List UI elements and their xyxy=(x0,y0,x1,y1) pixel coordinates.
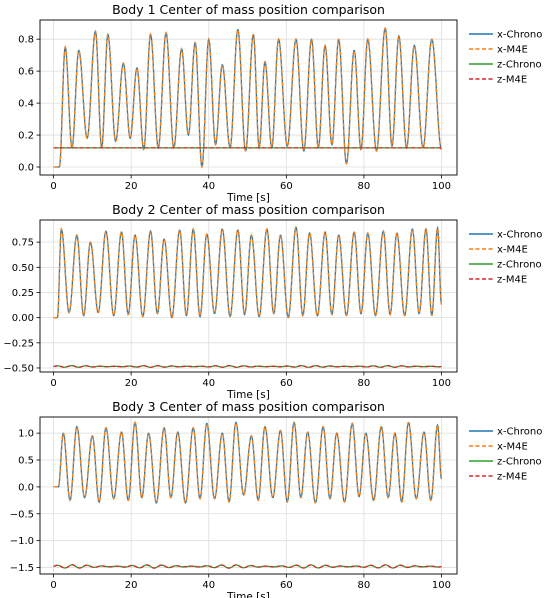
legend-label: z-Chrono xyxy=(497,260,542,271)
axes-frame xyxy=(39,219,458,373)
y-tick-label: 0.25 xyxy=(12,288,34,299)
y-tick-label: 0.2 xyxy=(18,131,34,142)
x-tick-label: 20 xyxy=(125,378,138,389)
legend-label: x-M4E xyxy=(497,45,528,56)
chart-panel-1: Body 1 Center of mass position compariso… xyxy=(18,2,542,204)
legend-label: x-M4E xyxy=(497,245,528,256)
y-tick-label: −1.0 xyxy=(10,536,34,547)
y-tick-label: 0.0 xyxy=(18,163,34,174)
x-tick-label: 20 xyxy=(125,181,138,192)
legend-label: x-Chrono xyxy=(497,230,542,241)
y-tick-label: 0.00 xyxy=(12,313,34,324)
series-line-x-m4e xyxy=(53,27,442,169)
legend-label: x-Chrono xyxy=(497,30,542,41)
x-tick-label: 80 xyxy=(358,181,371,192)
y-tick-label: −0.25 xyxy=(3,338,34,349)
legend-label: z-M4E xyxy=(497,472,527,483)
series-line-x-m4e xyxy=(53,421,443,505)
series-line-x-chrono xyxy=(53,225,443,319)
y-tick-label: 0.4 xyxy=(18,99,34,110)
axes-frame xyxy=(39,416,458,575)
chart-title: Body 2 Center of mass position compariso… xyxy=(112,202,385,217)
x-axis-label: Time [s] xyxy=(226,192,270,204)
x-tick-label: 40 xyxy=(202,378,215,389)
x-tick-label: 60 xyxy=(280,580,293,591)
legend-label: x-M4E xyxy=(497,442,528,453)
chart-panel-2: Body 2 Center of mass position compariso… xyxy=(3,202,542,401)
x-tick-label: 100 xyxy=(432,580,451,591)
x-tick-label: 20 xyxy=(125,580,138,591)
x-tick-label: 60 xyxy=(280,181,293,192)
x-tick-label: 40 xyxy=(202,580,215,591)
y-tick-label: 0.0 xyxy=(18,482,34,493)
legend-label: z-M4E xyxy=(497,275,527,286)
y-tick-label: 0.8 xyxy=(18,35,34,46)
series-line-z-m4e xyxy=(53,365,442,368)
y-tick-label: 0.5 xyxy=(18,456,34,467)
chart-panel-3: Body 3 Center of mass position compariso… xyxy=(10,399,543,598)
series-line-z-m4e xyxy=(53,564,442,569)
y-tick-label: −0.5 xyxy=(10,509,34,520)
x-axis-label: Time [s] xyxy=(226,389,270,401)
x-tick-label: 0 xyxy=(50,181,56,192)
legend-label: z-Chrono xyxy=(497,60,542,71)
x-tick-label: 100 xyxy=(432,181,451,192)
chart-title: Body 1 Center of mass position compariso… xyxy=(112,2,385,17)
x-tick-label: 80 xyxy=(358,378,371,389)
x-tick-label: 100 xyxy=(432,378,451,389)
x-tick-label: 0 xyxy=(50,378,56,389)
y-tick-label: −1.5 xyxy=(10,563,34,574)
y-tick-label: 0.50 xyxy=(12,263,34,274)
x-tick-label: 0 xyxy=(50,580,56,591)
legend-label: z-Chrono xyxy=(497,457,542,468)
legend-label: x-Chrono xyxy=(497,427,542,438)
chart-title: Body 3 Center of mass position compariso… xyxy=(112,399,385,414)
y-tick-label: 0.6 xyxy=(18,67,34,78)
x-axis-label: Time [s] xyxy=(226,591,270,598)
x-tick-label: 80 xyxy=(358,580,371,591)
x-tick-label: 60 xyxy=(280,378,293,389)
y-tick-label: 1.0 xyxy=(18,429,34,440)
axes-frame xyxy=(39,19,458,176)
y-tick-label: −0.50 xyxy=(3,363,34,374)
legend-label: z-M4E xyxy=(497,75,527,86)
x-tick-label: 40 xyxy=(202,181,215,192)
y-tick-label: 0.75 xyxy=(12,238,34,249)
